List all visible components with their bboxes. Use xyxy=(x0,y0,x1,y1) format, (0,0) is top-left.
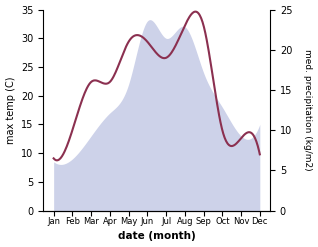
X-axis label: date (month): date (month) xyxy=(118,231,196,242)
Y-axis label: max temp (C): max temp (C) xyxy=(5,76,16,144)
Y-axis label: med. precipitation (kg/m2): med. precipitation (kg/m2) xyxy=(303,49,313,171)
